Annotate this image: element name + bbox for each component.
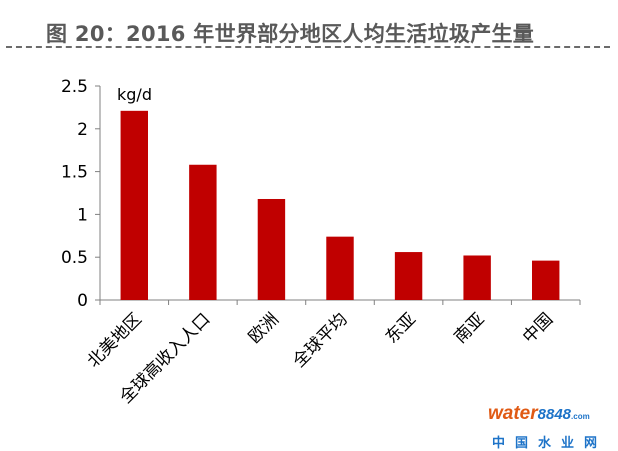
y-tick-label: 2 xyxy=(77,120,88,140)
y-tick-label: 1 xyxy=(77,205,88,225)
watermark-subtitle: 中国水业网 xyxy=(492,435,608,450)
chart-title: 图 20：2016 年世界部分地区人均生活垃圾产生量 xyxy=(46,22,535,46)
bar xyxy=(257,198,286,300)
bar xyxy=(463,255,491,300)
x-category-label: 南亚 xyxy=(450,309,488,347)
watermark-logo: water8848.com 中国水业网 xyxy=(488,404,612,451)
bar xyxy=(189,164,217,300)
x-category-label: 全球平均 xyxy=(289,309,351,371)
x-category-label: 东亚 xyxy=(382,309,420,347)
x-category-label: 欧洲 xyxy=(245,309,283,347)
y-tick-label: 2.5 xyxy=(61,77,88,97)
bar xyxy=(120,110,148,300)
bar xyxy=(394,252,423,300)
bar xyxy=(326,236,354,300)
watermark-brand-number: 8848 xyxy=(537,406,572,423)
watermark-brand-tld: .com xyxy=(571,412,590,421)
title-divider xyxy=(6,46,610,48)
y-tick-label: 1.5 xyxy=(61,163,88,183)
watermark-brand: water xyxy=(488,403,538,424)
x-category-label: 中国 xyxy=(519,309,557,347)
x-category-label: 北美地区 xyxy=(84,309,146,371)
bar xyxy=(532,260,560,300)
y-tick-label: 0 xyxy=(77,291,88,311)
unit-label: kg/d xyxy=(117,85,152,104)
y-tick-label: 0.5 xyxy=(61,248,88,268)
